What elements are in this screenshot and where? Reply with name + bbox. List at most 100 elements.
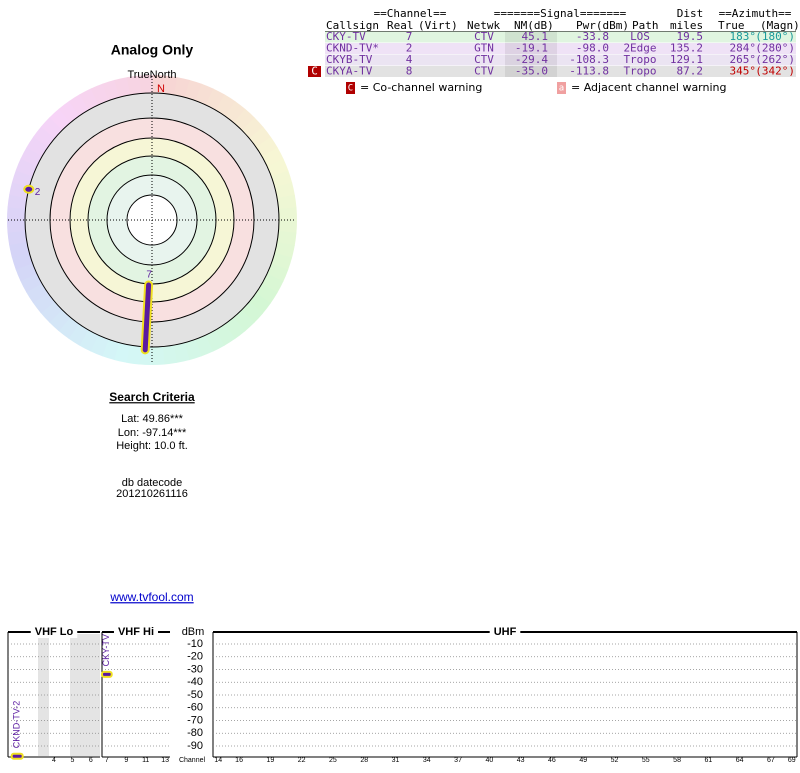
signal-dot (23, 184, 35, 194)
ring-segment (195, 83, 214, 106)
table-cell: 7 (406, 30, 413, 43)
ring-segment (40, 116, 63, 139)
ring-segment (7, 230, 27, 246)
station-label: CKY-TV (101, 634, 111, 666)
x-tick-label: 6 (89, 757, 93, 764)
legend-text: = Co-channel warning (360, 81, 482, 94)
ring-segment (255, 283, 278, 304)
x-tick-label: 19 (266, 757, 274, 764)
column-header: Path (632, 19, 659, 32)
x-axis-label: Channel (179, 757, 206, 764)
ring-segment (102, 79, 120, 101)
signal-level (101, 670, 113, 678)
ring-segment (7, 194, 28, 209)
ring-segment (126, 344, 141, 365)
ring-segment (233, 309, 255, 332)
ring-segment (48, 309, 71, 332)
ring-segment (58, 100, 80, 123)
occupied-band (38, 634, 49, 756)
datecode-label: db datecode (122, 477, 183, 489)
ring-segment (20, 273, 43, 293)
ring-segment (224, 317, 246, 340)
ring-segment (278, 220, 297, 234)
site-link[interactable]: www.tvfool.com (109, 590, 193, 604)
x-tick-label: 7 (105, 757, 109, 764)
table-cell: 284° (730, 42, 757, 55)
x-tick-label: 25 (329, 757, 337, 764)
ring-segment (266, 263, 289, 282)
search-title: Search Criteria (109, 390, 195, 404)
legend-swatch (346, 82, 355, 94)
ring-segment (173, 342, 190, 363)
ring-segment (79, 88, 99, 111)
row-background (325, 43, 796, 54)
table-cell: 19.5 (677, 30, 704, 43)
ring-segment (261, 147, 284, 167)
table-cell: -35.0 (515, 65, 548, 78)
table-cell: -29.4 (515, 53, 548, 66)
title-gap (113, 626, 159, 638)
ring-segment (49, 108, 71, 131)
ring-segment (278, 207, 298, 221)
table-cell: (262°) (755, 53, 795, 66)
ring-segment (224, 101, 246, 124)
title-gap (30, 626, 78, 638)
ring-segment (233, 108, 256, 131)
column-header: miles (670, 19, 703, 32)
column-header: NM(dB) (514, 19, 554, 32)
ring-segment (277, 194, 297, 210)
ring-segment (114, 77, 131, 98)
y-tick-label: -90 (187, 740, 203, 752)
nm-cell-background (505, 43, 557, 54)
group-header: =======Signal======= (494, 7, 627, 20)
column-header: Real (387, 19, 414, 32)
x-tick-label: 61 (704, 757, 712, 764)
table-cell: -113.8 (569, 65, 609, 78)
table-cell: 87.2 (677, 65, 704, 78)
x-tick-label: 13 (161, 757, 169, 764)
table-cell: 265° (730, 53, 757, 66)
table-cell: 8 (406, 65, 413, 78)
table-cell: CTV (474, 30, 494, 43)
column-header: True (718, 19, 745, 32)
x-tick-label: 16 (235, 757, 243, 764)
y-tick-label: -40 (187, 676, 203, 688)
ring-segment (205, 88, 226, 111)
ring-segment (58, 316, 80, 339)
table-cell: CKYA-TV (326, 65, 373, 78)
ring-segment (32, 292, 55, 314)
north-marker: N (157, 83, 165, 95)
ring-segment (152, 75, 166, 94)
datecode-value: 201210261116 (116, 488, 188, 500)
y-tick-label: -20 (187, 651, 203, 663)
y-tick-label: -80 (187, 727, 203, 739)
ring-segment (241, 117, 264, 139)
table-cell: 2Edge (623, 42, 656, 55)
x-tick-label: 64 (736, 757, 744, 764)
table-cell: LOS (630, 30, 650, 43)
ring-segment (26, 282, 48, 304)
ring-segment (215, 94, 236, 117)
y-tick-label: -50 (187, 689, 203, 701)
ring-segment (7, 206, 26, 220)
column-header: (Magn) (760, 19, 800, 32)
x-tick-label: 52 (611, 757, 619, 764)
x-tick-label: 34 (423, 757, 431, 764)
x-tick-label: 37 (454, 757, 462, 764)
x-tick-label: 14 (214, 757, 222, 764)
table-cell: 345° (730, 65, 757, 78)
nm-cell-background (505, 54, 557, 66)
ring-segment (271, 170, 293, 188)
x-tick-label: 31 (392, 757, 400, 764)
table-cell: 4 (406, 53, 413, 66)
ring-segment (11, 252, 33, 270)
legend-text: = Adjacent channel warning (571, 81, 727, 94)
ring-segment (68, 323, 89, 346)
x-tick-label: 28 (360, 757, 368, 764)
column-header: Pwr(dBm) (576, 19, 629, 32)
page-title: Analog Only (111, 42, 194, 58)
ring-segment (241, 301, 264, 324)
ring-segment (68, 94, 90, 116)
ring-segment (7, 219, 26, 233)
x-tick-label: 4 (52, 757, 56, 764)
